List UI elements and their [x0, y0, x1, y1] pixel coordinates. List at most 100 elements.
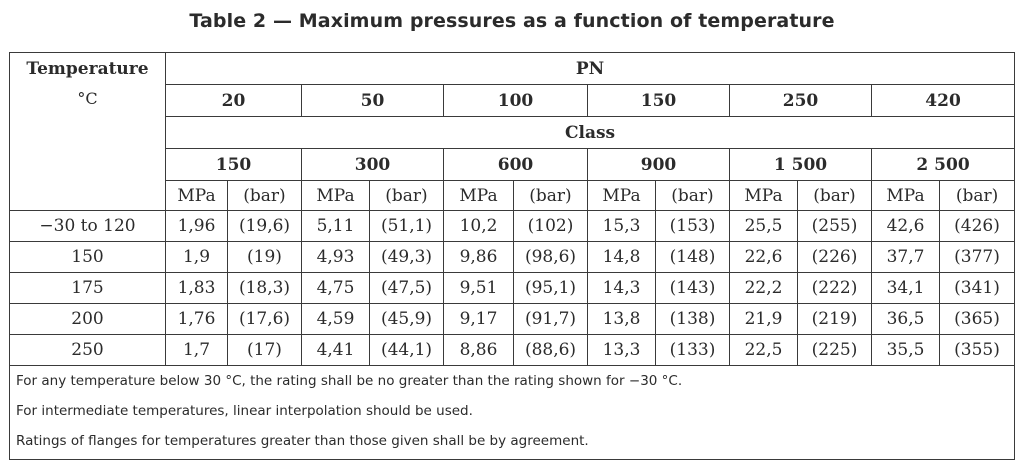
cell: (95,1) [513, 272, 588, 304]
cell: (148) [655, 241, 730, 273]
cell: 4,41 [301, 334, 370, 366]
cell: 25,5 [729, 210, 798, 242]
cell: 1,83 [165, 272, 228, 304]
cell: 9,51 [443, 272, 514, 304]
cell: (219) [797, 303, 872, 335]
unit-bar: (bar) [227, 180, 302, 211]
cell: (222) [797, 272, 872, 304]
cell: (365) [938, 303, 1016, 335]
cell: (377) [938, 241, 1016, 273]
unit-mpa: MPa [443, 180, 514, 211]
cell: (19) [227, 241, 302, 273]
cell: 4,59 [301, 303, 370, 335]
cell: 9,17 [443, 303, 514, 335]
unit-bar: (bar) [369, 180, 444, 211]
table-note: For intermediate temperatures, linear in… [16, 403, 473, 419]
cell: 42,6 [871, 210, 940, 242]
temperature-header-cell: Temperature °C [9, 52, 166, 211]
cell: 13,3 [587, 334, 656, 366]
table-title: Table 2 — Maximum pressures as a functio… [189, 10, 835, 32]
cell: 8,86 [443, 334, 514, 366]
unit-mpa: MPa [871, 180, 940, 211]
unit-mpa: MPa [729, 180, 798, 211]
notes-cell: For any temperature below 30 °C, the rat… [8, 365, 1016, 460]
table-row: 150 1,9 (19) 4,93 (49,3) 9,86 (98,6) 14,… [9, 241, 1016, 273]
cell: (98,6) [513, 241, 588, 273]
cell: (153) [655, 210, 730, 242]
cell: 22,5 [729, 334, 798, 366]
class-value: 600 [443, 148, 588, 181]
cell: 34,1 [871, 272, 940, 304]
cell: 1,96 [165, 210, 228, 242]
unit-row: MPa (bar) MPa (bar) MPa (bar) MPa (bar) … [10, 180, 1016, 211]
cell: (255) [797, 210, 872, 242]
temperature-unit: °C [77, 89, 98, 108]
pn-value: 50 [301, 84, 444, 117]
cell: (226) [797, 241, 872, 273]
cell: 4,93 [301, 241, 370, 273]
cell: 1,9 [165, 241, 228, 273]
cell: 14,8 [587, 241, 656, 273]
temperature-label: Temperature [26, 59, 149, 79]
cell: 13,8 [587, 303, 656, 335]
cell: 4,75 [301, 272, 370, 304]
table-note: Ratings of flanges for temperatures grea… [16, 433, 589, 449]
cell: (17) [227, 334, 302, 366]
cell: (143) [655, 272, 730, 304]
cell: (49,3) [369, 241, 444, 273]
notes-row: For any temperature below 30 °C, the rat… [8, 365, 1016, 460]
cell: 35,5 [871, 334, 940, 366]
class-value: 300 [301, 148, 444, 181]
class-value: 900 [587, 148, 730, 181]
table-note: For any temperature below 30 °C, the rat… [16, 373, 683, 389]
cell: (133) [655, 334, 730, 366]
table-row: −30 to 120 1,96 (19,6) 5,11 (51,1) 10,2 … [9, 210, 1016, 242]
cell: (45,9) [369, 303, 444, 335]
row-temperature: 175 [9, 272, 166, 304]
row-temperature: 250 [9, 334, 166, 366]
row-temperature: −30 to 120 [9, 210, 166, 242]
cell: 10,2 [443, 210, 514, 242]
cell: (355) [938, 334, 1016, 366]
row-temperature: 150 [9, 241, 166, 273]
cell: 36,5 [871, 303, 940, 335]
pn-value: 150 [587, 84, 730, 117]
unit-bar: (bar) [797, 180, 872, 211]
table-row: 250 1,7 (17) 4,41 (44,1) 8,86 (88,6) 13,… [9, 334, 1016, 366]
cell: 22,2 [729, 272, 798, 304]
unit-bar: (bar) [655, 180, 730, 211]
pn-value: 100 [443, 84, 588, 117]
pn-value: 250 [729, 84, 872, 117]
unit-mpa: MPa [301, 180, 370, 211]
pressure-table: Temperature °C PN 20 50 100 150 250 420 … [8, 52, 1016, 460]
cell: (44,1) [369, 334, 444, 366]
pn-value: 420 [870, 84, 1016, 117]
cell: (341) [938, 272, 1016, 304]
cell: 21,9 [729, 303, 798, 335]
cell: 15,3 [587, 210, 656, 242]
cell: (18,3) [227, 272, 302, 304]
cell: 1,76 [165, 303, 228, 335]
pn-header: PN [164, 52, 1016, 85]
cell: (47,5) [369, 272, 444, 304]
cell: 14,3 [587, 272, 656, 304]
class-value: 150 [165, 148, 302, 181]
cell: 9,86 [443, 241, 514, 273]
table-row: 175 1,83 (18,3) 4,75 (47,5) 9,51 (95,1) … [9, 272, 1016, 304]
cell: 37,7 [871, 241, 940, 273]
cell: 22,6 [729, 241, 798, 273]
unit-bar: (bar) [513, 180, 588, 211]
class-header: Class [164, 116, 1016, 149]
cell: (91,7) [513, 303, 588, 335]
cell: (225) [797, 334, 872, 366]
class-value: 1 500 [729, 148, 872, 181]
unit-bar: (bar) [938, 180, 1016, 211]
unit-mpa: MPa [587, 180, 656, 211]
class-value: 2 500 [870, 148, 1016, 181]
pn-value: 20 [165, 84, 302, 117]
cell: 5,11 [301, 210, 370, 242]
cell: (19,6) [227, 210, 302, 242]
cell: (426) [938, 210, 1016, 242]
table-row: 200 1,76 (17,6) 4,59 (45,9) 9,17 (91,7) … [9, 303, 1016, 335]
